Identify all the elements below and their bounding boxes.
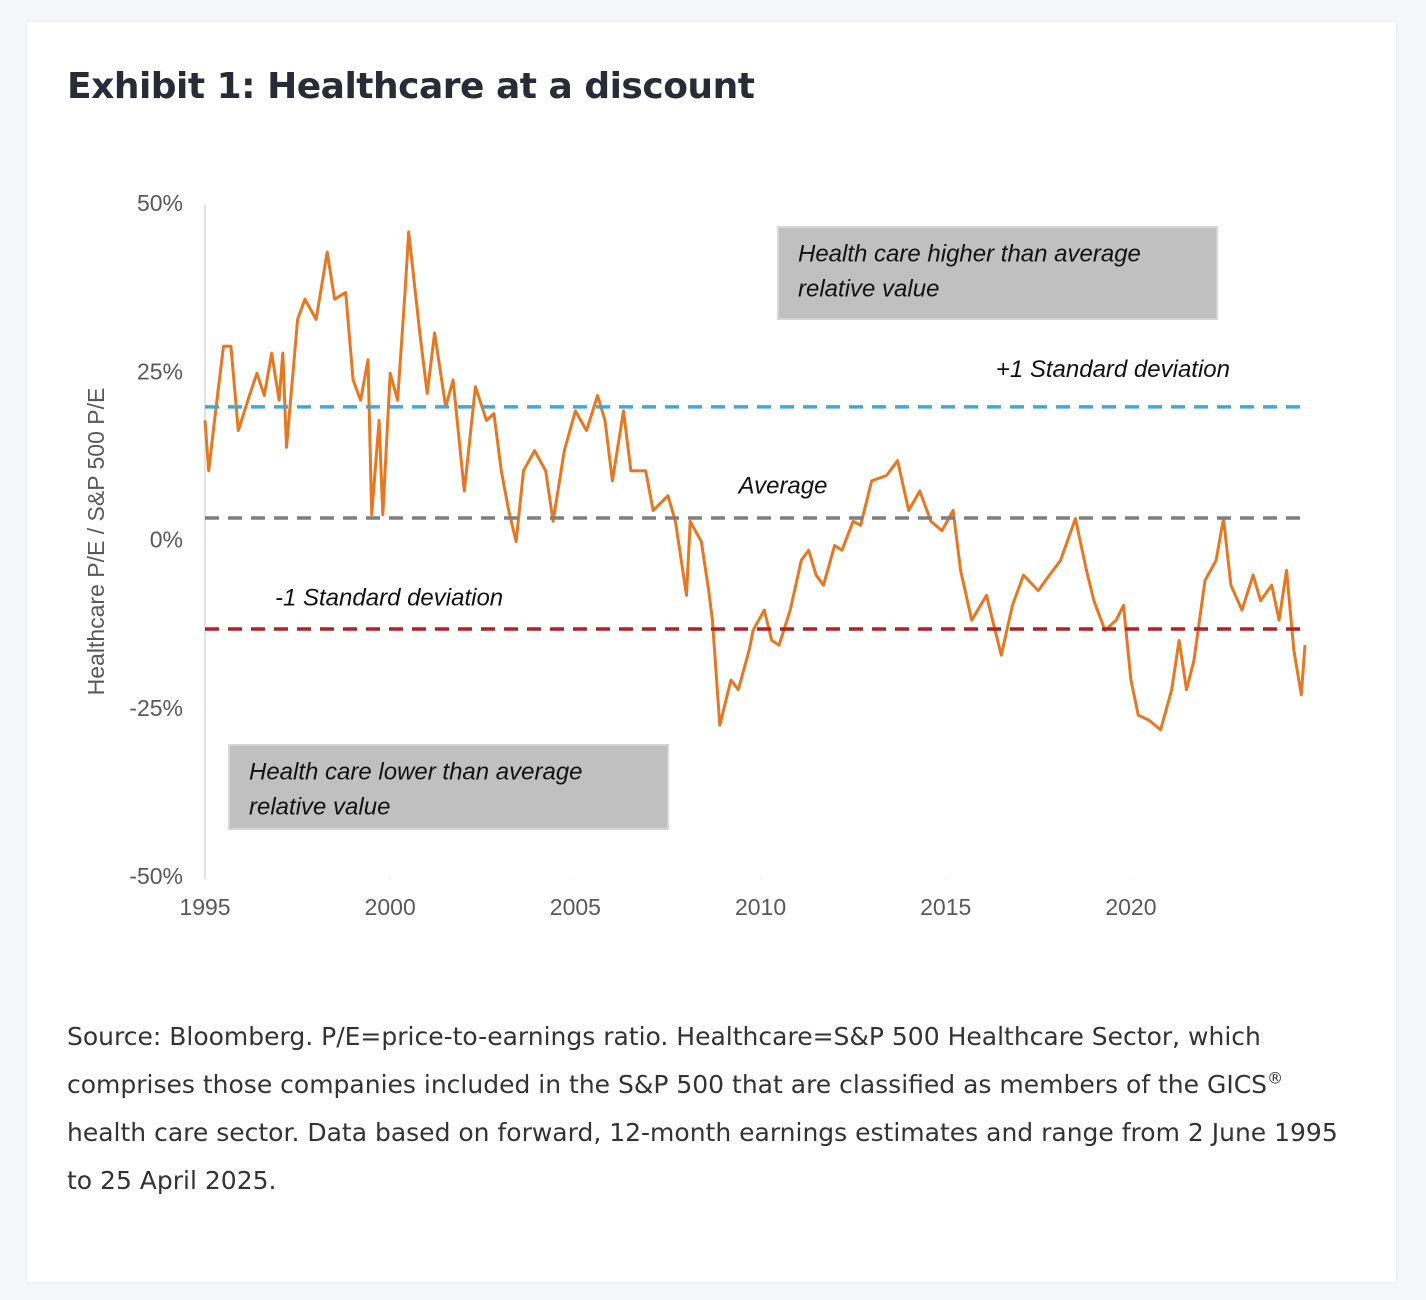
annotation-box bbox=[777, 226, 1218, 320]
x-tick-label: 2005 bbox=[550, 894, 601, 920]
y-tick-label: 25% bbox=[137, 358, 183, 384]
y-tick-label: -50% bbox=[129, 863, 183, 889]
reference-label: -1 Standard deviation bbox=[275, 584, 503, 611]
footnote-text: health care sector. Data based on forwar… bbox=[67, 1118, 1338, 1195]
x-tick-label: 2000 bbox=[365, 894, 416, 920]
annotation-text: Health care higher than average bbox=[798, 240, 1141, 267]
annotation-text: relative value bbox=[798, 275, 939, 302]
y-tick-label: -25% bbox=[129, 695, 183, 721]
annotation-text: Health care lower than average bbox=[249, 758, 583, 785]
x-tick-label: 1995 bbox=[179, 894, 230, 920]
footnote: Source: Bloomberg. P/E=price-to-earnings… bbox=[67, 1013, 1352, 1205]
x-tick-label: 2010 bbox=[735, 894, 786, 920]
y-axis-label: Healthcare P/E / S&P 500 P/E bbox=[83, 388, 109, 696]
footnote-text: Source: Bloomberg. P/E=price-to-earnings… bbox=[67, 1022, 1268, 1099]
reference-label: Average bbox=[737, 472, 828, 499]
y-tick-label: 0% bbox=[150, 527, 183, 553]
annotation-text: relative value bbox=[249, 793, 390, 820]
annotation-box bbox=[228, 744, 669, 830]
reference-label: +1 Standard deviation bbox=[996, 356, 1230, 383]
data-line bbox=[203, 230, 1307, 732]
x-tick-label: 2020 bbox=[1105, 894, 1156, 920]
y-tick-label: 50% bbox=[137, 190, 183, 216]
chart-title: Exhibit 1: Healthcare at a discount bbox=[67, 66, 755, 107]
footnote-sup: ® bbox=[1267, 1068, 1284, 1088]
x-tick-label: 2015 bbox=[920, 894, 971, 920]
